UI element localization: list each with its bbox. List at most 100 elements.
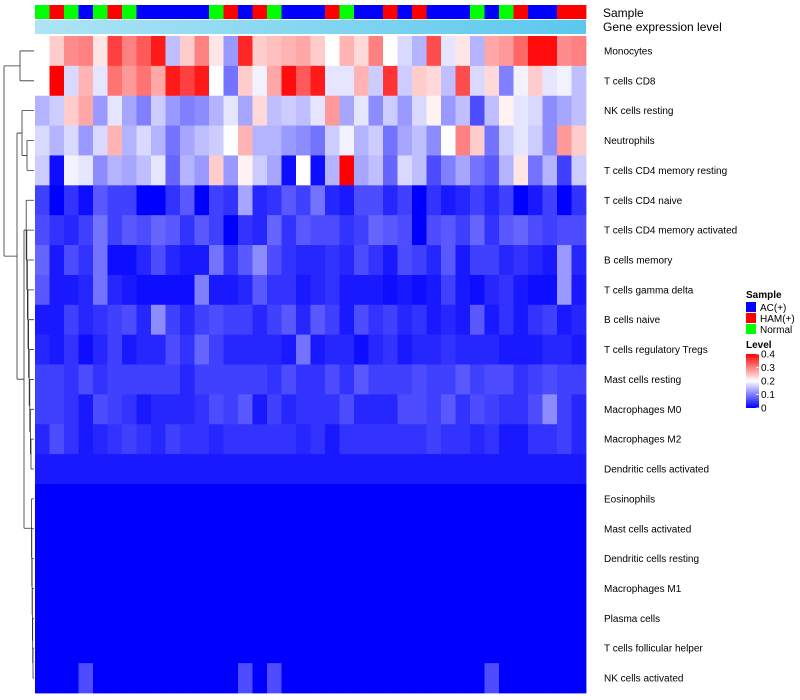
heatmap-cell (441, 603, 456, 634)
heatmap-cell (136, 185, 152, 216)
heatmap-cell (281, 304, 297, 336)
heatmap-cell (78, 603, 94, 634)
heatmap-cell (426, 603, 442, 634)
heatmap-cell (49, 36, 65, 67)
sample-cell (194, 5, 210, 19)
heatmap-cell (455, 513, 471, 545)
heatmap-cell (223, 125, 239, 156)
heatmap-cell (513, 483, 529, 515)
heatmap-cell (296, 215, 311, 246)
heatmap-cell (136, 125, 152, 156)
heatmap-cell (281, 543, 297, 574)
legend-level-ticks: 0.4 0.3 0.2 0.1 0 (756, 350, 775, 415)
heatmap-cell (151, 424, 166, 455)
sample-annotation-track (35, 5, 587, 19)
heatmap-cell (281, 603, 297, 634)
heatmap-cell (252, 603, 268, 634)
heatmap-cell (238, 304, 253, 336)
heatmap-cell (194, 334, 210, 365)
heatmap-cell (64, 304, 79, 336)
heatmap-cell (513, 334, 529, 365)
heatmap-cell (238, 633, 253, 664)
heatmap-cell (107, 573, 123, 604)
heatmap-cell (426, 304, 442, 336)
legend-level-colorbar (746, 354, 759, 408)
heatmap-cell (383, 633, 398, 664)
row-label: Macrophages M1 (604, 584, 682, 595)
heatmap-cell (470, 334, 485, 365)
heatmap-cell (513, 513, 529, 545)
heatmap-cell (180, 633, 195, 664)
heatmap-cell (64, 633, 79, 664)
heatmap-cell (267, 155, 282, 186)
heatmap-cell (151, 155, 166, 186)
heatmap-cell (441, 125, 456, 156)
heatmap-cell (339, 633, 355, 664)
heatmap-cell (455, 334, 471, 365)
heatmap-cell (194, 215, 210, 246)
heatmap-cell (426, 36, 442, 67)
heatmap-cell (107, 663, 123, 694)
heatmap-cell (49, 603, 65, 634)
heatmap-cell (571, 483, 587, 515)
heatmap-cell (484, 304, 500, 336)
heatmap-cell (122, 155, 137, 186)
heatmap-cell (426, 185, 442, 216)
heatmap-cell (78, 513, 94, 545)
legend-level-tick-label: 0.1 (761, 390, 775, 401)
sample-cell (470, 5, 485, 19)
heatmap-cell (223, 663, 239, 694)
heatmap-cell (383, 185, 398, 216)
heatmap-cell (93, 125, 108, 156)
heatmap-cell (383, 155, 398, 186)
heatmap-cell (180, 334, 195, 365)
heatmap-cell (368, 573, 384, 604)
row-label: Macrophages M0 (604, 405, 682, 416)
heatmap-cell (441, 633, 456, 664)
heatmap-cell (339, 334, 355, 365)
heatmap-cell (49, 334, 65, 365)
heatmap-cell (281, 424, 297, 455)
heatmap-cell (513, 215, 529, 246)
heatmap-cell (455, 36, 471, 67)
heatmap-cell (310, 483, 326, 515)
heatmap-cell (194, 245, 210, 276)
heatmap-cell (499, 394, 514, 425)
heatmap-cell (499, 304, 514, 336)
heatmap-cell (122, 603, 137, 634)
heatmap-cell (325, 274, 340, 306)
heatmap-cell (267, 633, 282, 664)
row-label: Eosinophils (604, 494, 655, 505)
heatmap-cell (484, 95, 500, 126)
sample-cell (368, 5, 384, 19)
heatmap-cell (499, 483, 514, 515)
heatmap-cell (267, 274, 282, 306)
row-label: B cells memory (604, 255, 672, 266)
heatmap-cell (267, 663, 282, 694)
heatmap-cell (64, 36, 79, 67)
row-label: Neutrophils (604, 136, 655, 147)
heatmap-cell (180, 573, 195, 604)
heatmap-cell (49, 394, 65, 425)
heatmap-cell (180, 513, 195, 545)
heatmap-cell (571, 304, 587, 336)
heatmap-cell (528, 483, 543, 515)
heatmap-cell (64, 424, 79, 455)
heatmap-cell (325, 573, 340, 604)
heatmap-cell (412, 603, 427, 634)
heatmap-cell (383, 513, 398, 545)
heatmap-cell (194, 483, 210, 515)
heatmap-cell (35, 245, 50, 276)
heatmap-cell (151, 603, 166, 634)
heatmap-cell (426, 95, 442, 126)
heatmap-cell (571, 573, 587, 604)
heatmap-cell (238, 125, 253, 156)
heatmap-cell (383, 603, 398, 634)
heatmap-cell (571, 543, 587, 574)
heatmap-cell (470, 394, 485, 425)
heatmap-cell (368, 663, 384, 694)
heatmap-cell (397, 245, 413, 276)
sample-cell (484, 5, 500, 19)
heatmap-cell (557, 543, 572, 574)
heatmap-cell (542, 334, 558, 365)
